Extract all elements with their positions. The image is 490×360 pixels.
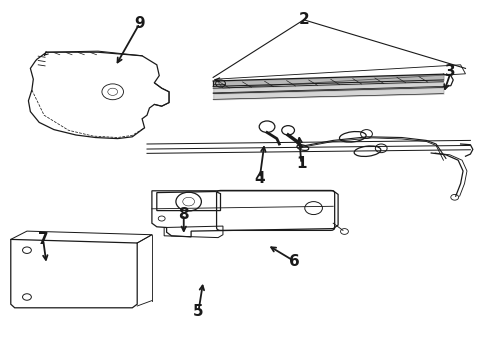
Text: 2: 2	[298, 12, 309, 27]
Text: 7: 7	[38, 232, 49, 247]
Text: 1: 1	[296, 156, 307, 171]
Text: 6: 6	[289, 253, 299, 269]
Text: 9: 9	[134, 16, 145, 31]
Text: 4: 4	[254, 171, 265, 186]
Text: 3: 3	[445, 64, 456, 80]
Text: 8: 8	[178, 207, 189, 222]
Text: 5: 5	[193, 304, 204, 319]
